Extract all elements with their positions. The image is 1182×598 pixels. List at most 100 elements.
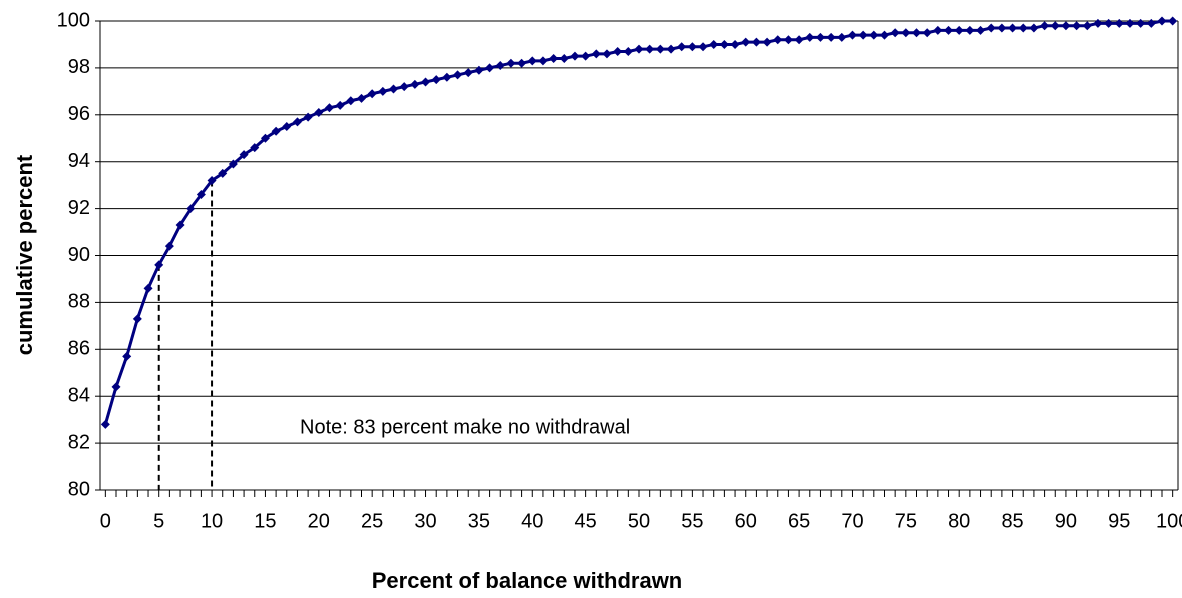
marker: [186, 204, 196, 214]
marker: [175, 220, 185, 230]
marker: [111, 382, 121, 392]
marker: [837, 32, 847, 42]
x-tick-label: 70: [841, 510, 863, 532]
marker: [549, 54, 559, 64]
marker: [858, 30, 868, 40]
marker: [922, 28, 932, 38]
y-axis-title: cumulative percent: [12, 154, 37, 355]
marker: [356, 93, 366, 103]
marker: [1093, 18, 1103, 28]
x-tick-label: 45: [575, 510, 597, 532]
y-tick-label: 92: [68, 197, 90, 219]
marker: [997, 23, 1007, 33]
y-tick-label: 94: [68, 150, 90, 172]
marker: [709, 39, 719, 49]
x-tick-label: 35: [468, 510, 490, 532]
y-tick-label: 100: [57, 9, 90, 31]
marker: [218, 168, 228, 178]
marker: [495, 61, 505, 71]
marker: [773, 35, 783, 45]
marker: [250, 143, 260, 153]
marker: [1018, 23, 1028, 33]
marker: [751, 37, 761, 47]
marker: [303, 112, 313, 122]
marker: [805, 32, 815, 42]
marker: [122, 351, 132, 361]
marker: [645, 44, 655, 54]
x-axis-title: Percent of balance withdrawn: [372, 568, 683, 593]
x-tick-label: 100: [1156, 510, 1182, 532]
marker: [431, 75, 441, 85]
marker: [442, 72, 452, 82]
marker: [282, 122, 292, 132]
x-tick-label: 55: [681, 510, 703, 532]
marker: [677, 42, 687, 52]
marker: [815, 32, 825, 42]
x-tick-label: 40: [521, 510, 543, 532]
marker: [613, 46, 623, 56]
marker: [506, 58, 516, 68]
marker: [260, 133, 270, 143]
marker: [1157, 16, 1167, 26]
marker: [378, 86, 388, 96]
marker: [826, 32, 836, 42]
marker: [132, 314, 142, 324]
x-tick-label: 65: [788, 510, 810, 532]
marker: [421, 77, 431, 87]
marker: [1082, 21, 1092, 31]
x-tick-label: 90: [1055, 510, 1077, 532]
marker: [196, 190, 206, 200]
marker: [367, 89, 377, 99]
marker: [474, 65, 484, 75]
marker: [1146, 18, 1156, 28]
marker: [1104, 18, 1114, 28]
marker: [762, 37, 772, 47]
marker: [154, 260, 164, 270]
y-tick-label: 88: [68, 291, 90, 313]
x-tick-label: 25: [361, 510, 383, 532]
series-line: [103, 19, 1173, 425]
marker: [1136, 18, 1146, 28]
marker: [399, 82, 409, 92]
annotation: Note: 83 percent make no withdrawal: [300, 416, 630, 438]
marker: [783, 35, 793, 45]
x-tick-label: 15: [254, 510, 276, 532]
marker: [1040, 21, 1050, 31]
marker: [741, 37, 751, 47]
marker: [1125, 18, 1135, 28]
x-tick-label: 20: [308, 510, 330, 532]
marker: [570, 51, 580, 61]
marker: [335, 100, 345, 110]
x-tick-label: 50: [628, 510, 650, 532]
marker: [933, 25, 943, 35]
marker: [698, 42, 708, 52]
marker: [346, 96, 356, 106]
marker: [239, 150, 249, 160]
marker: [517, 58, 527, 68]
marker: [1168, 16, 1178, 26]
marker: [591, 49, 601, 59]
y-tick-label: 82: [68, 431, 90, 453]
marker: [581, 51, 591, 61]
x-tick-label: 10: [201, 510, 223, 532]
marker: [527, 56, 537, 66]
marker: [1072, 21, 1082, 31]
marker: [1050, 21, 1060, 31]
marker: [143, 283, 153, 293]
y-tick-label: 86: [68, 338, 90, 360]
y-tick-label: 84: [68, 384, 90, 406]
x-tick-label: 95: [1108, 510, 1130, 532]
marker: [954, 25, 964, 35]
marker: [602, 49, 612, 59]
x-tick-label: 80: [948, 510, 970, 532]
marker: [207, 175, 217, 185]
marker: [901, 28, 911, 38]
marker: [463, 68, 473, 78]
marker: [324, 103, 334, 113]
marker: [912, 28, 922, 38]
x-tick-label: 5: [153, 510, 164, 532]
marker: [869, 30, 879, 40]
marker: [164, 241, 174, 251]
